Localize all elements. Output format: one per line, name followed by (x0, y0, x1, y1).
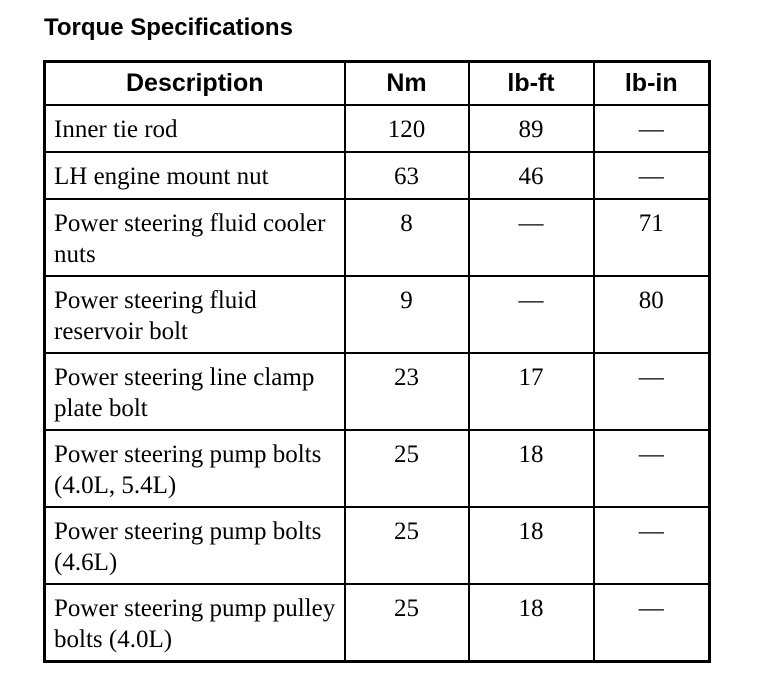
header-lbft: lb-ft (467, 60, 595, 106)
header-row: Description Nm lb-ft lb-in (43, 60, 711, 106)
cell-lbin: — (592, 151, 711, 200)
header-nm: Nm (343, 60, 470, 106)
cell-lbft: — (467, 275, 595, 354)
page-title: Torque Specifications (44, 14, 293, 41)
cell-lbin: — (592, 583, 711, 663)
cell-lbin: — (592, 104, 711, 153)
cell-lbin: — (592, 352, 711, 431)
cell-lbin: 80 (592, 275, 711, 354)
cell-nm: 63 (343, 151, 470, 200)
cell-lbft: 18 (467, 583, 595, 663)
cell-lbft: 18 (467, 506, 595, 585)
table-row: Inner tie rod 120 89— (43, 104, 711, 153)
cell-description: LH engine mount nut (43, 151, 346, 200)
cell-nm: 9 (343, 275, 470, 354)
cell-lbft: 89 (467, 104, 595, 153)
cell-nm: 120 (343, 104, 470, 153)
cell-nm: 25 (343, 429, 470, 508)
cell-nm: 25 (343, 506, 470, 585)
header-lbin: lb-in (592, 60, 711, 106)
cell-nm: 8 (343, 198, 470, 277)
table-row: Power steering pump pulley bolts (4.0L) 2… (43, 583, 711, 663)
cell-nm: 23 (343, 352, 470, 431)
table-row: Power steering pump bolts (4.0L, 5.4L) 25… (43, 429, 711, 508)
cell-lbft: 17 (467, 352, 595, 431)
table-row: LH engine mount nut 63 46— (43, 151, 711, 200)
cell-description: Power steering pump bolts (4.6L) (43, 506, 346, 585)
cell-lbin: — (592, 429, 711, 508)
cell-description: Power steering fluid cooler nuts (43, 198, 346, 277)
cell-description: Inner tie rod (43, 104, 346, 153)
cell-description: Power steering line clamp plate bolt (43, 352, 346, 431)
cell-lbft: — (467, 198, 595, 277)
table-row: Power steering fluid reservoir bolt 9—80 (43, 275, 711, 354)
table-row: Power steering pump bolts (4.6L) 25 18— (43, 506, 711, 585)
cell-lbft: 46 (467, 151, 595, 200)
cell-description: Power steering pump bolts (4.0L, 5.4L) (43, 429, 346, 508)
cell-lbin: — (592, 506, 711, 585)
cell-description: Power steering fluid reservoir bolt (43, 275, 346, 354)
cell-lbin: 71 (592, 198, 711, 277)
cell-lbft: 18 (467, 429, 595, 508)
cell-description: Power steering pump pulley bolts (4.0L) (43, 583, 346, 663)
torque-spec-table: Description Nm lb-ft lb-in Inner tie rod… (43, 60, 711, 663)
table-row: Power steering line clamp plate bolt 23 17… (43, 352, 711, 431)
cell-nm: 25 (343, 583, 470, 663)
header-description: Description (43, 60, 346, 106)
table-row: Power steering fluid cooler nuts 8—71 (43, 198, 711, 277)
